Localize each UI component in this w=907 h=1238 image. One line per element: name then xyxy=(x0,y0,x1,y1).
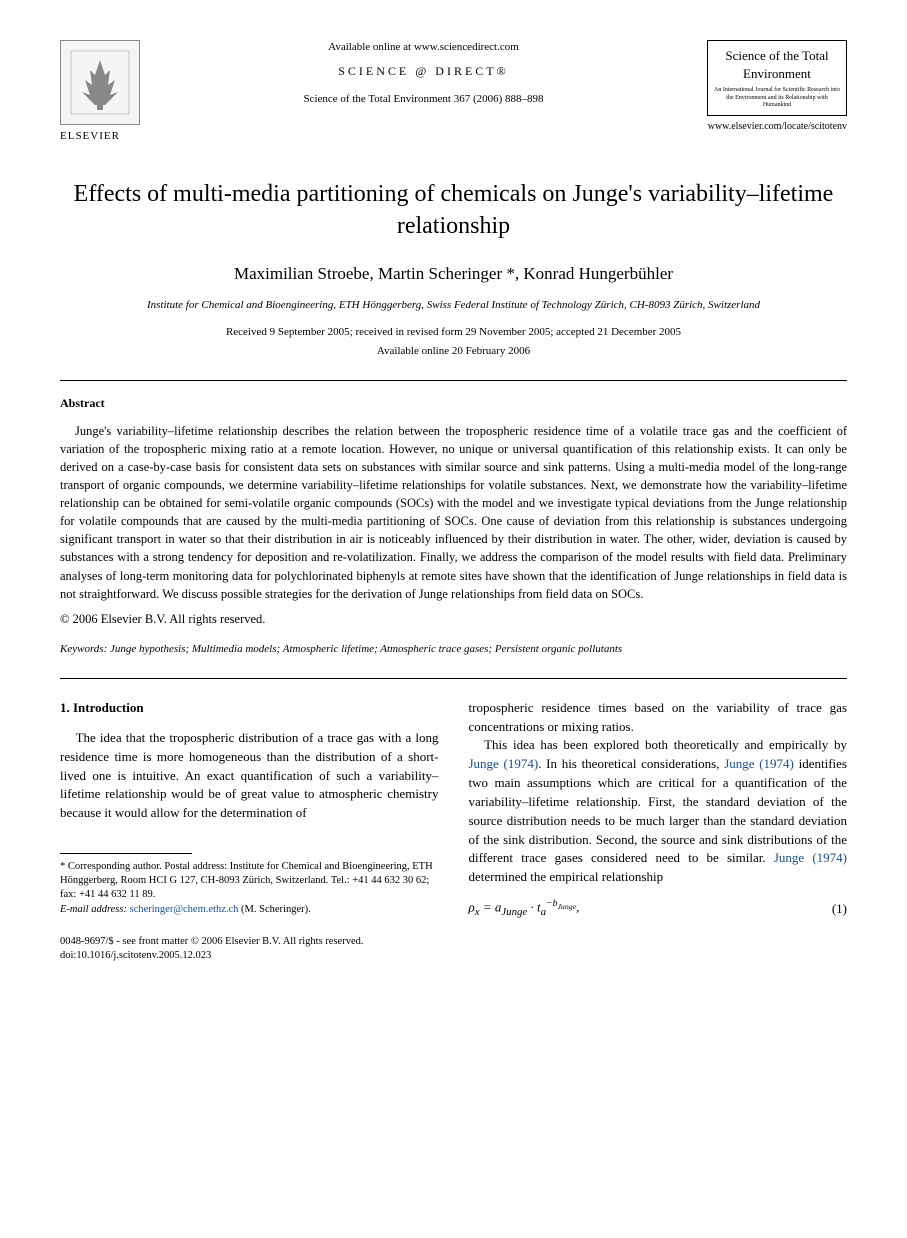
journal-subtitle: An International Journal for Scientific … xyxy=(714,87,840,109)
abstract-body: Junge's variability–lifetime relationshi… xyxy=(60,424,847,601)
dates-received: Received 9 September 2005; received in r… xyxy=(60,325,847,340)
sciencedirect-logo: SCIENCE @ DIRECT® xyxy=(160,63,687,80)
footnote-separator xyxy=(60,853,192,854)
publisher-block: ELSEVIER xyxy=(60,40,140,144)
intro-paragraph-1: The idea that the tropospheric distribut… xyxy=(60,729,439,823)
journal-header: ELSEVIER Available online at www.science… xyxy=(60,40,847,144)
citation-link[interactable]: Junge (1974) xyxy=(724,756,794,771)
journal-name: Science of the Total Environment xyxy=(714,47,840,83)
affiliation: Institute for Chemical and Bioengineerin… xyxy=(60,298,847,313)
authors: Maximilian Stroebe, Martin Scheringer *,… xyxy=(60,262,847,286)
publisher-name: ELSEVIER xyxy=(60,129,140,144)
abstract-heading: Abstract xyxy=(60,395,847,412)
email-link[interactable]: scheringer@chem.ethz.ch xyxy=(130,904,239,915)
dates-online: Available online 20 February 2006 xyxy=(60,344,847,359)
divider xyxy=(60,380,847,381)
article-title: Effects of multi-media partitioning of c… xyxy=(60,179,847,241)
doi-line: doi:10.1016/j.scitotenv.2005.12.023 xyxy=(60,949,439,964)
equation-1: ρx = aJunge · ta−bJunge, (1) xyxy=(469,897,848,920)
equation-expression: ρx = aJunge · ta−bJunge, xyxy=(469,897,580,920)
elsevier-tree-icon xyxy=(60,40,140,125)
intro-paragraph-2b: This idea has been explored both theoret… xyxy=(469,736,848,887)
keywords-label: Keywords: xyxy=(60,643,107,655)
right-column: tropospheric residence times based on th… xyxy=(469,699,848,964)
header-center: Available online at www.sciencedirect.co… xyxy=(140,40,707,108)
left-column: 1. Introduction The idea that the tropos… xyxy=(60,699,439,964)
divider xyxy=(60,678,847,679)
keywords: Keywords: Junge hypothesis; Multimedia m… xyxy=(60,642,847,657)
keywords-text: Junge hypothesis; Multimedia models; Atm… xyxy=(110,643,622,655)
journal-box: Science of the Total Environment An Inte… xyxy=(707,40,847,116)
intro-paragraph-2a: tropospheric residence times based on th… xyxy=(469,699,848,737)
email-footnote: E-mail address: scheringer@chem.ethz.ch … xyxy=(60,903,439,917)
citation-link[interactable]: Junge (1974) xyxy=(774,850,847,865)
email-label: E-mail address: xyxy=(60,904,127,915)
doi-block: 0048-9697/$ - see front matter © 2006 El… xyxy=(60,935,439,964)
abstract-copyright: © 2006 Elsevier B.V. All rights reserved… xyxy=(60,611,847,629)
body-columns: 1. Introduction The idea that the tropos… xyxy=(60,699,847,964)
available-online-text: Available online at www.sciencedirect.co… xyxy=(160,40,687,55)
front-matter-line: 0048-9697/$ - see front matter © 2006 El… xyxy=(60,935,439,950)
citation-line: Science of the Total Environment 367 (20… xyxy=(160,92,687,107)
section-heading-intro: 1. Introduction xyxy=(60,699,439,717)
equation-number: (1) xyxy=(832,900,847,918)
journal-url: www.elsevier.com/locate/scitotenv xyxy=(707,120,847,134)
journal-box-wrap: Science of the Total Environment An Inte… xyxy=(707,40,847,134)
email-attribution: (M. Scheringer). xyxy=(241,904,311,915)
citation-link[interactable]: Junge (1974) xyxy=(469,756,539,771)
corresponding-author-footnote: * Corresponding author. Postal address: … xyxy=(60,860,439,903)
abstract-text: Junge's variability–lifetime relationshi… xyxy=(60,422,847,603)
